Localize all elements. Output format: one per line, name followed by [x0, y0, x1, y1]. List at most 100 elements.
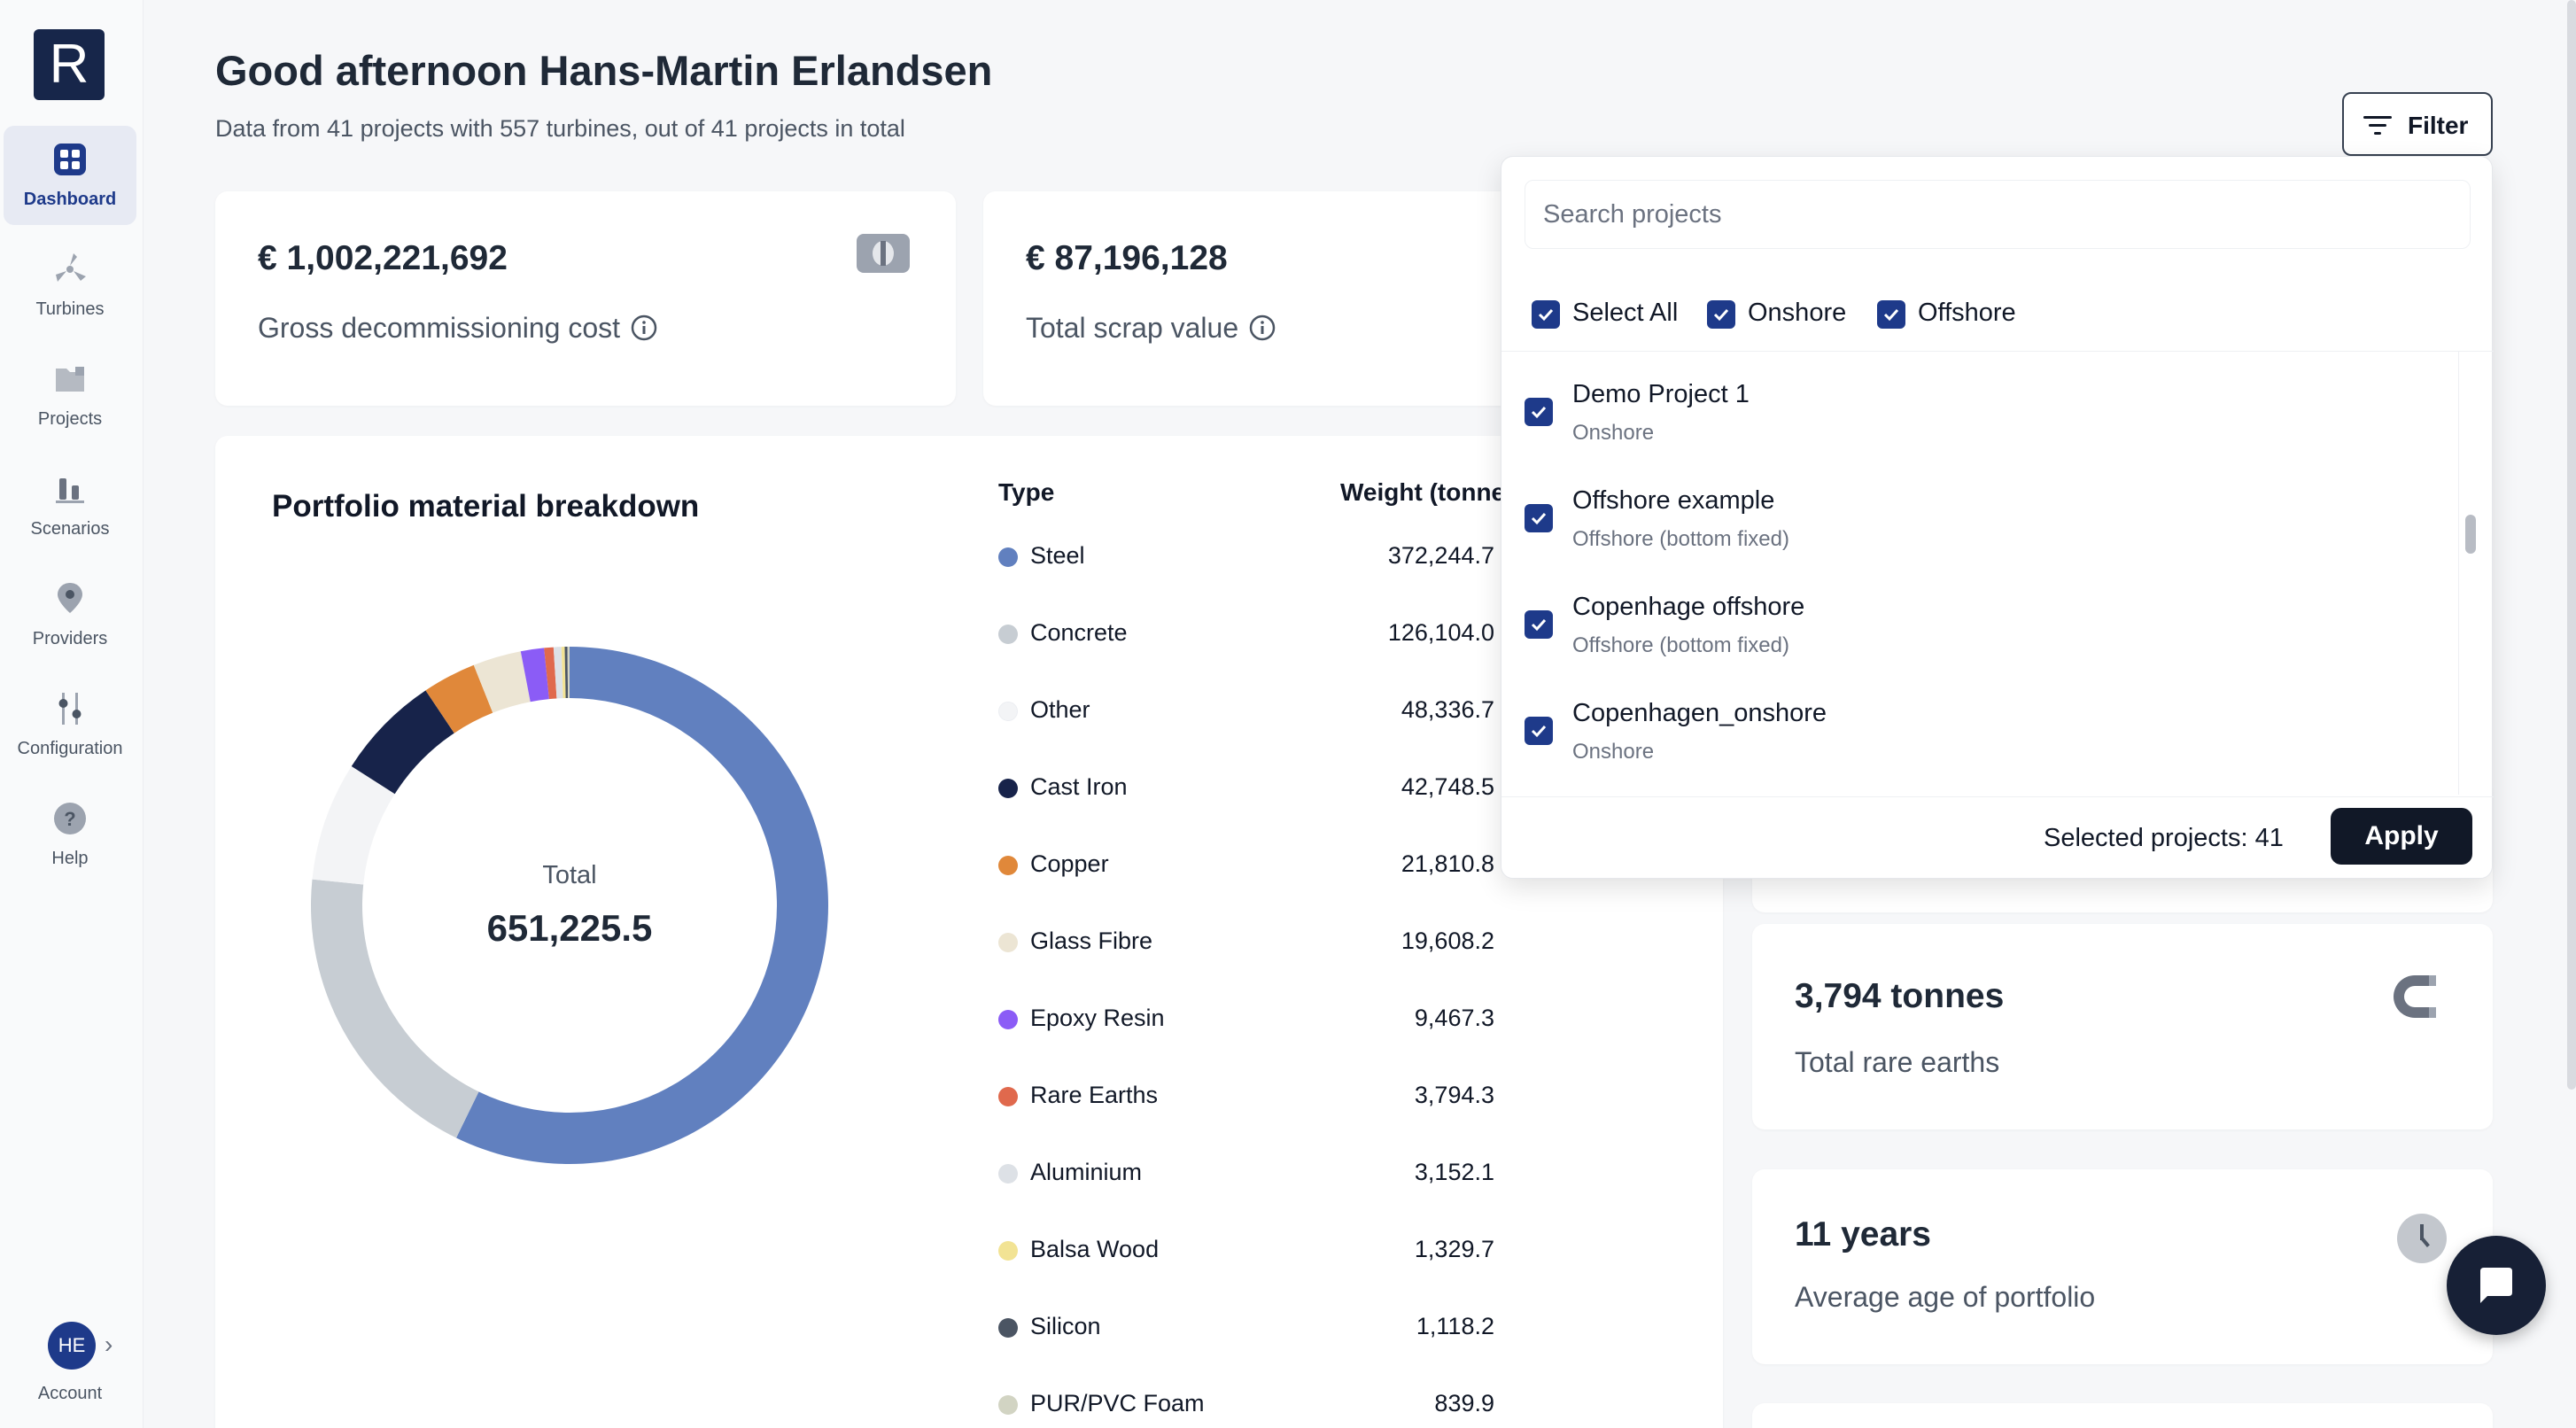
filter-dropdown: Select All Onshore Offshore Demo Project…: [1501, 156, 2494, 879]
project-name: Demo Project 1: [1572, 380, 1750, 408]
material-weight: 1,329.7: [1414, 1236, 1494, 1262]
material-row: Aluminium 3,152.1: [998, 1150, 1725, 1203]
info-icon[interactable]: [1249, 314, 1276, 341]
folder-icon: [56, 367, 84, 392]
project-list-scrollbar[interactable]: [2458, 352, 2476, 795]
material-row: Steel 372,244.7: [998, 533, 1725, 586]
filter-label: Filter: [2408, 112, 2469, 139]
legend-dot: [998, 1318, 1018, 1338]
onshore-label[interactable]: Onshore: [1748, 299, 1847, 327]
offshore-checkbox[interactable]: [1877, 300, 1905, 329]
portfolio-age-card: 11 years Average age of portfolio: [1752, 1169, 2493, 1364]
project-item[interactable]: Copenhagen_onshore Onshore: [1501, 683, 2476, 789]
material-row: Epoxy Resin 9,467.3: [998, 996, 1725, 1049]
donut-slice-glass-fibre[interactable]: [473, 651, 531, 713]
donut-slice-balsa-wood[interactable]: [561, 647, 566, 699]
donut-slice-rare-earths[interactable]: [544, 647, 557, 700]
project-item[interactable]: Copenhage offshore Offshore (bottom fixe…: [1501, 577, 2476, 683]
material-row: Cast Iron 42,748.5: [998, 764, 1725, 818]
check-icon: [1883, 308, 1899, 322]
portfolio-age-label: Average age of portfolio: [1795, 1281, 2096, 1313]
material-row: Balsa Wood 1,329.7: [998, 1227, 1725, 1280]
project-type: Offshore (bottom fixed): [1572, 633, 1789, 657]
material-weight: 48,336.7: [1401, 696, 1494, 723]
donut-slice-copper[interactable]: [425, 664, 493, 733]
project-item[interactable]: Offshore example Offshore (bottom fixed): [1501, 470, 2476, 577]
select-all-label[interactable]: Select All: [1572, 299, 1679, 327]
offshore-label[interactable]: Offshore: [1918, 299, 2016, 327]
legend-dot: [998, 856, 1018, 875]
project-checkbox[interactable]: [1525, 504, 1553, 532]
legend-dot: [998, 1164, 1018, 1184]
sidebar-item-label: Projects: [37, 409, 103, 429]
apply-button[interactable]: Apply: [2331, 808, 2472, 865]
sidebar-item-scenarios[interactable]: Scenarios: [4, 455, 136, 555]
legend-dot: [998, 1087, 1018, 1106]
avatar[interactable]: HE: [48, 1322, 96, 1370]
project-checkbox[interactable]: [1525, 398, 1553, 426]
donut-slice-aluminium[interactable]: [553, 647, 563, 699]
gross-cost-label: Gross decommissioning cost: [258, 312, 657, 345]
rare-earths-value: 3,794 tonnes: [1795, 977, 2005, 1015]
check-icon: [1538, 308, 1554, 322]
sidebar-item-providers[interactable]: Providers: [4, 565, 136, 664]
project-checkbox[interactable]: [1525, 610, 1553, 639]
column-header-weight: Weight (tonnes): [1340, 478, 1528, 506]
donut-slice-steel[interactable]: [456, 647, 828, 1164]
donut-slice-cast-iron[interactable]: [351, 690, 454, 795]
clock-icon: [2397, 1214, 2447, 1263]
project-type: Offshore (bottom fixed): [1572, 527, 1789, 551]
material-name: Concrete: [1030, 619, 1128, 646]
project-item[interactable]: Demo Project 1 Onshore: [1501, 364, 2476, 470]
magnet-icon: [2394, 975, 2436, 1018]
sidebar-item-dashboard[interactable]: Dashboard: [4, 126, 136, 225]
next-card: [1752, 1403, 2493, 1428]
legend-dot: [998, 779, 1018, 798]
sidebar-item-projects[interactable]: Projects: [4, 345, 136, 445]
chat-button[interactable]: [2447, 1236, 2546, 1335]
legend-dot: [998, 702, 1018, 721]
sidebar-item-label: Turbines: [35, 299, 105, 319]
sidebar-item-turbines[interactable]: Turbines: [4, 236, 136, 335]
onshore-checkbox[interactable]: [1707, 300, 1735, 329]
select-all-checkbox[interactable]: [1532, 300, 1560, 329]
project-list-scroll-thumb[interactable]: [2465, 515, 2476, 554]
material-row: Rare Earths 3,794.3: [998, 1073, 1725, 1126]
chevron-right-icon: ›: [105, 1331, 113, 1358]
donut-slice-silicon[interactable]: [564, 647, 569, 699]
donut-slice-epoxy-resin[interactable]: [520, 648, 549, 702]
material-name: Steel: [1030, 542, 1085, 569]
material-breakdown-card: Portfolio material breakdown Total 651,2…: [215, 436, 1723, 1428]
info-icon[interactable]: [631, 314, 657, 341]
column-header-type: Type: [998, 478, 1055, 506]
sidebar-item-configuration[interactable]: Configuration: [4, 675, 136, 774]
help-icon: ?: [54, 803, 86, 834]
page-scrollbar[interactable]: [2567, 0, 2576, 1090]
material-row: PUR/PVC Foam 839.9: [998, 1381, 1725, 1428]
chat-icon: [2480, 1268, 2512, 1303]
portfolio-age-value: 11 years: [1795, 1215, 1932, 1253]
column-header-weight-wrap: Weight (tonnes): [1340, 471, 1723, 516]
account-menu[interactable]: HE › Account: [4, 1311, 136, 1417]
donut-slice-other[interactable]: [312, 766, 395, 885]
donut-slice-concrete[interactable]: [311, 879, 479, 1138]
sidebar-item-label: Dashboard: [23, 190, 117, 209]
filter-button[interactable]: Filter: [2342, 92, 2493, 156]
material-name: Copper: [1030, 850, 1109, 877]
material-weight: 21,810.8: [1401, 850, 1494, 877]
page-subtitle: Data from 41 projects with 557 turbines,…: [215, 115, 905, 142]
app-logo[interactable]: R: [34, 29, 105, 100]
material-weight: 19,608.2: [1401, 927, 1494, 954]
scrap-value-value: € 87,196,128: [1026, 239, 1228, 277]
scrap-value-label-text: Total scrap value: [1026, 312, 1239, 344]
donut-slice-pur-pvc-foam[interactable]: [567, 647, 570, 699]
project-checkbox[interactable]: [1525, 717, 1553, 745]
scrap-value-card: € 87,196,128 Total scrap value: [983, 191, 1515, 406]
sidebar-item-help[interactable]: ? Help: [4, 785, 136, 884]
material-name: Cast Iron: [1030, 773, 1128, 800]
sidebar: R Dashboard Turbines Projects: [0, 0, 144, 1428]
sidebar-item-label: Providers: [32, 629, 108, 648]
search-projects-input[interactable]: [1525, 180, 2471, 249]
material-weight: 3,152.1: [1414, 1159, 1494, 1185]
check-icon: [1531, 725, 1547, 738]
